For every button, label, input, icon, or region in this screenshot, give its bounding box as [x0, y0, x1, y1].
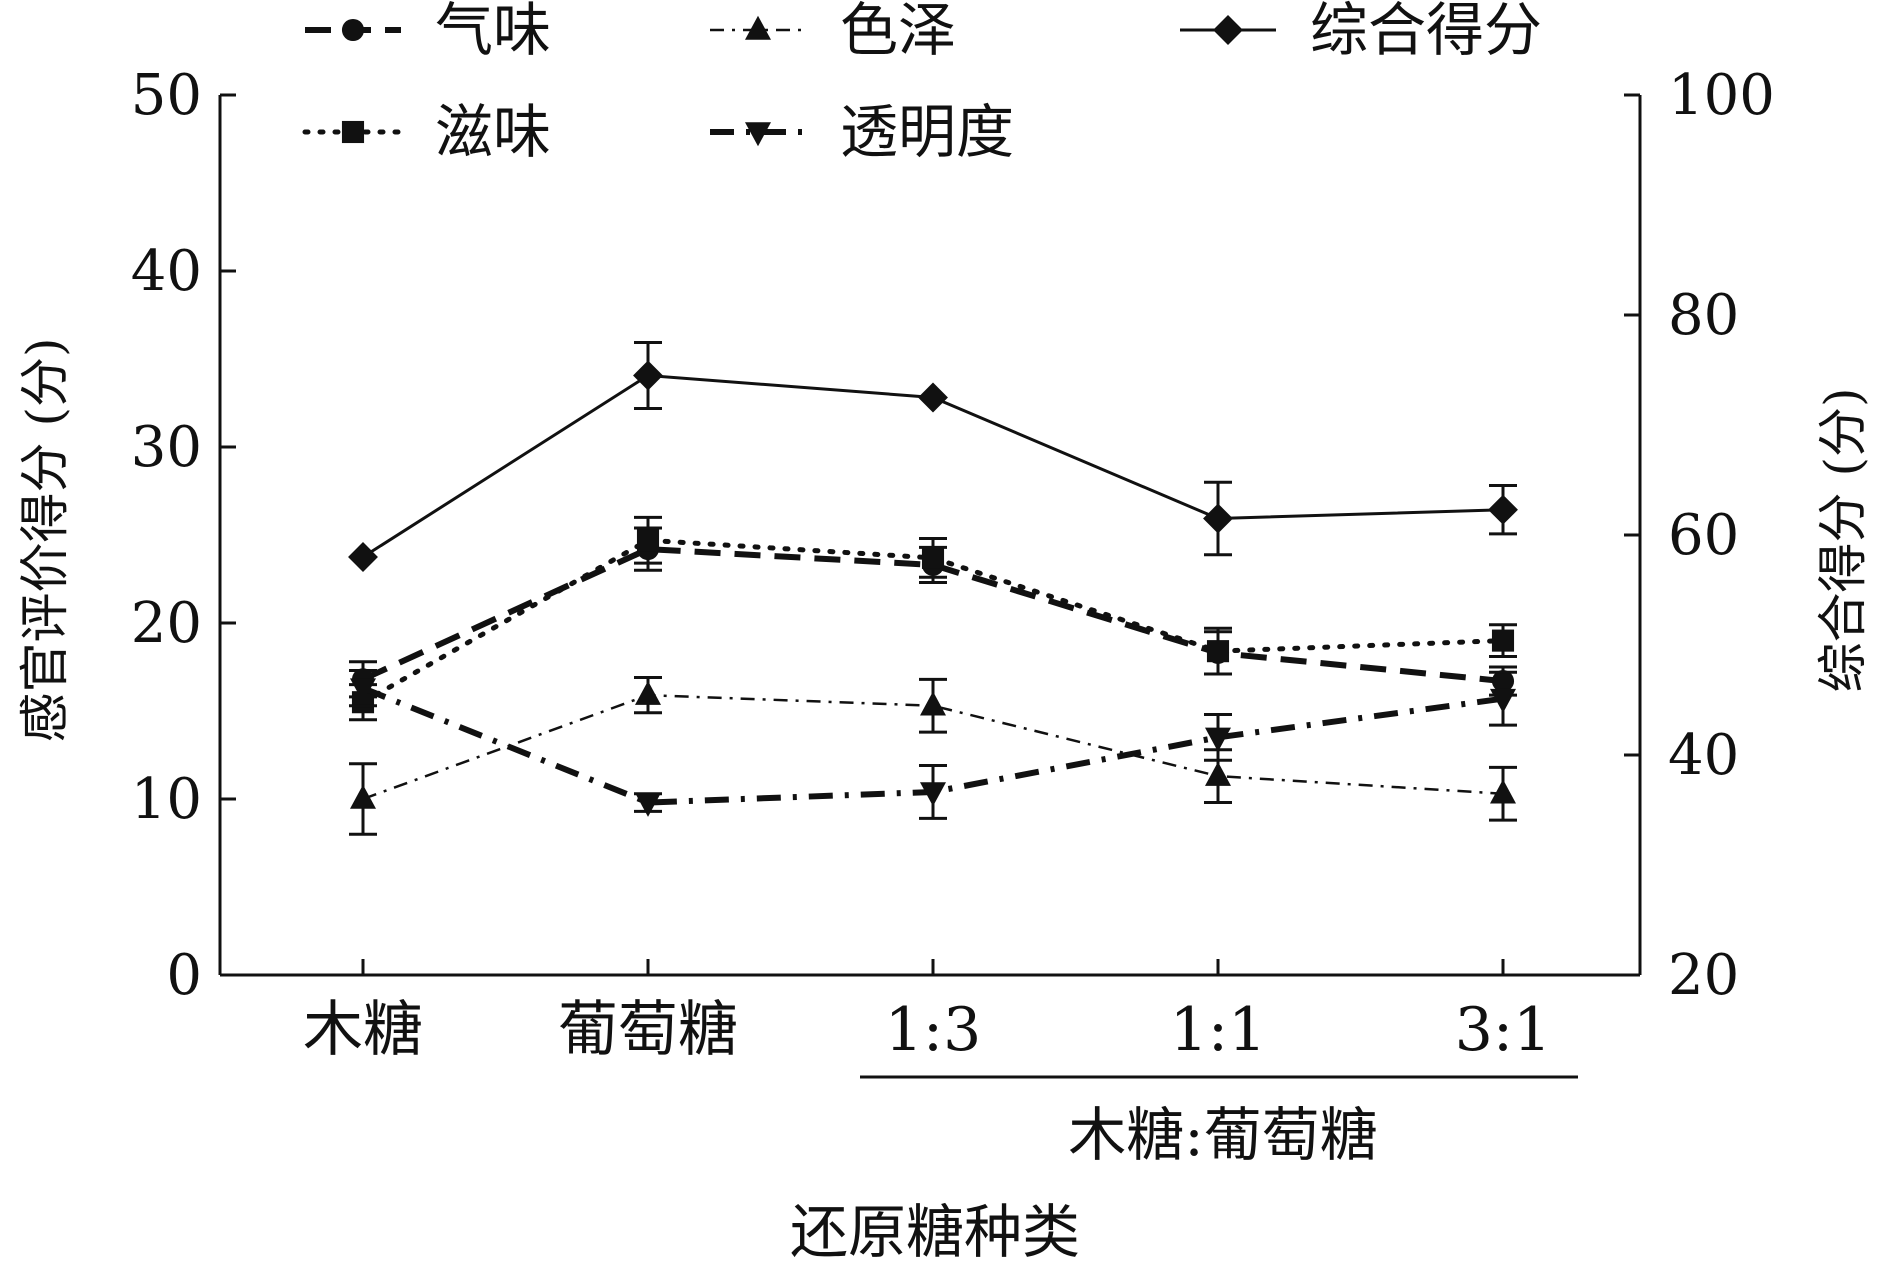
x-tick-label: 木糖 — [303, 995, 423, 1065]
x-tick-label: 1:3 — [885, 995, 982, 1065]
y-left-tick-label: 30 — [131, 415, 202, 480]
series-layer — [348, 341, 1518, 836]
tick-labels: 0 10 20 30 40 50 20 40 60 80 100 木糖 葡萄糖 1:3 1:1 3:1 — [131, 63, 1775, 1065]
triangle-up-marker — [920, 691, 946, 716]
series-3 — [349, 515, 1517, 722]
triangle-up-marker — [1490, 779, 1516, 804]
legend-item: 滋味 — [302, 98, 551, 166]
y-left-tick-label: 0 — [166, 943, 202, 1008]
y-right-tick-label: 80 — [1668, 283, 1739, 348]
diamond-marker — [348, 542, 378, 572]
legend-label: 滋味 — [435, 98, 551, 166]
triangle-down-marker — [1205, 727, 1231, 752]
y-left-tick-label: 10 — [131, 767, 202, 832]
legend-label: 透明度 — [840, 98, 1014, 166]
y-left-tick-label: 50 — [131, 63, 202, 128]
diamond-marker — [1488, 494, 1518, 525]
square-marker — [921, 546, 945, 569]
y-right-tick-label: 100 — [1668, 63, 1775, 128]
triangle-up-marker — [635, 680, 661, 705]
triangle-up-marker — [350, 784, 376, 809]
series-4 — [349, 669, 1517, 820]
y-left-tick-label: 20 — [131, 591, 202, 656]
triangle-down-marker — [920, 782, 946, 807]
series-line — [362, 693, 1504, 801]
axes — [218, 93, 1642, 977]
legend-item: 透明度 — [710, 98, 1014, 166]
triangle-up-marker — [745, 15, 771, 40]
x-tick-label: 1:1 — [1170, 995, 1267, 1065]
diamond-marker — [1203, 503, 1233, 534]
legend-label: 色泽 — [840, 0, 956, 64]
legend-item: 色泽 — [710, 0, 956, 64]
triangle-down-marker — [745, 122, 771, 147]
x-axis-label: 还原糖种类 — [790, 1198, 1080, 1265]
y-axis-right-label: 综合得分 (分) — [1814, 388, 1872, 693]
x-tick-label: 葡萄糖 — [558, 995, 738, 1065]
square-marker — [636, 529, 660, 552]
legend-label: 综合得分 — [1310, 0, 1542, 64]
legend-label: 气味 — [435, 0, 551, 64]
triangle-up-marker — [1205, 761, 1231, 786]
y-left-tick-label: 40 — [131, 239, 202, 304]
y-right-tick-label: 20 — [1668, 943, 1739, 1008]
diamond-marker — [633, 360, 663, 391]
triangle-down-marker — [350, 678, 376, 703]
y-right-tick-label: 40 — [1668, 723, 1739, 788]
legend-item: 综合得分 — [1180, 0, 1542, 64]
series-line — [361, 546, 1504, 685]
square-marker — [341, 120, 365, 144]
square-marker — [1206, 640, 1230, 663]
y-axis-left-label: 感官评价得分 (分) — [16, 338, 74, 743]
square-marker — [1491, 629, 1515, 652]
y-right-tick-label: 60 — [1668, 503, 1739, 568]
triangle-down-marker — [1490, 688, 1516, 713]
legend-item: 气味 — [305, 0, 551, 64]
series-2 — [348, 341, 1518, 572]
diamond-marker — [1213, 15, 1243, 45]
circle-marker — [341, 18, 365, 42]
x-tick-label: 3:1 — [1455, 995, 1552, 1065]
series-1 — [349, 676, 1517, 836]
group-label: 木糖:葡萄糖 — [1068, 1101, 1378, 1169]
diamond-marker — [918, 382, 948, 413]
triangle-down-marker — [635, 792, 661, 817]
